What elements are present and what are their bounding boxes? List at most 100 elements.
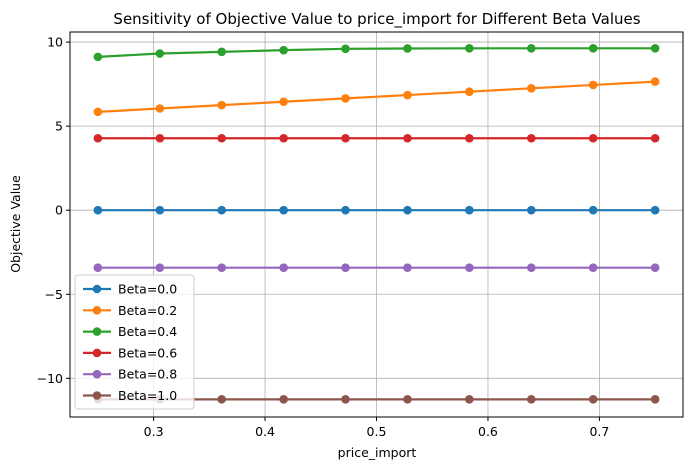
- data-point: [341, 395, 350, 404]
- chart-title: Sensitivity of Objective Value to price_…: [113, 10, 640, 29]
- x-tick-label: 0.5: [367, 424, 387, 439]
- y-tick-label: 0: [55, 203, 63, 218]
- legend-label: Beta=0.0: [118, 282, 177, 297]
- data-point: [650, 205, 660, 215]
- series-line: [97, 80, 656, 113]
- data-point: [217, 205, 226, 215]
- legend-item: Beta=1.0: [83, 388, 177, 403]
- y-tick-label: 5: [55, 119, 63, 134]
- legend-swatch-marker: [92, 369, 102, 379]
- data-point: [527, 205, 536, 215]
- data-point: [403, 205, 412, 215]
- data-point: [403, 44, 412, 53]
- data-point: [93, 52, 103, 62]
- data-point: [155, 205, 165, 215]
- data-point: [465, 395, 474, 404]
- series-beta-0-4: [93, 44, 660, 62]
- y-axis-ticks: −10 −5 0 5 10: [37, 35, 70, 386]
- x-tick-label: 0.6: [478, 424, 498, 439]
- legend: Beta=0.0 Beta=0.2 Beta=0.4 Beta=0.6 Beta=0.8…: [74, 274, 195, 410]
- x-tick-label: 0.7: [589, 424, 609, 439]
- data-point: [279, 97, 288, 107]
- data-point: [527, 263, 536, 273]
- data-point: [279, 45, 288, 55]
- data-point: [403, 90, 412, 100]
- x-axis-title: price_import: [338, 445, 417, 460]
- y-tick-label: 10: [47, 35, 63, 50]
- legend-item: Beta=0.8: [83, 367, 177, 382]
- legend-swatch-marker: [92, 284, 102, 294]
- series-line: [97, 47, 656, 58]
- legend-item: Beta=0.2: [83, 303, 177, 318]
- legend-label: Beta=0.8: [118, 367, 177, 382]
- data-point: [341, 263, 350, 273]
- data-point: [465, 44, 474, 53]
- data-point: [93, 263, 103, 273]
- data-point: [527, 44, 536, 53]
- series-beta-0-8: [93, 263, 660, 273]
- y-axis-title: Objective Value: [8, 175, 23, 273]
- series-beta-0-0: [93, 205, 660, 215]
- data-point: [465, 205, 474, 215]
- data-point: [527, 395, 536, 404]
- x-axis-ticks: 0.3 0.4 0.5 0.6 0.7: [144, 417, 609, 439]
- legend-swatch-marker: [92, 327, 102, 336]
- legend-swatch-marker: [92, 391, 102, 400]
- data-point: [465, 87, 474, 96]
- legend-label: Beta=0.6: [118, 345, 177, 360]
- data-point: [588, 80, 598, 90]
- data-point: [217, 47, 226, 57]
- data-point: [650, 395, 660, 404]
- data-point: [341, 94, 350, 103]
- legend-label: Beta=0.4: [118, 324, 177, 339]
- data-point: [217, 263, 226, 273]
- data-point: [403, 263, 412, 273]
- legend-box: [74, 274, 195, 410]
- data-point: [93, 133, 103, 143]
- series-layer: [93, 44, 660, 404]
- legend-swatch-marker: [92, 306, 102, 315]
- data-point: [155, 133, 165, 143]
- data-point: [279, 205, 288, 215]
- data-point: [279, 263, 288, 273]
- y-tick-label: −5: [45, 287, 63, 302]
- data-point: [341, 205, 350, 215]
- data-point: [465, 263, 474, 273]
- data-point: [93, 107, 103, 117]
- data-point: [93, 205, 103, 215]
- data-point: [650, 133, 660, 143]
- data-point: [155, 104, 165, 113]
- data-point: [588, 44, 598, 53]
- series-beta-0-2: [93, 77, 660, 117]
- legend-item: Beta=0.0: [83, 282, 177, 297]
- data-point: [588, 133, 598, 143]
- data-point: [650, 263, 660, 273]
- x-tick-label: 0.4: [255, 424, 275, 439]
- data-point: [527, 84, 536, 93]
- data-point: [155, 49, 165, 58]
- legend-item: Beta=0.6: [83, 345, 177, 360]
- data-point: [465, 133, 474, 143]
- x-tick-label: 0.3: [144, 424, 164, 439]
- data-point: [650, 44, 660, 53]
- data-point: [217, 395, 226, 404]
- series-beta-0-6: [93, 133, 660, 143]
- data-point: [217, 100, 226, 110]
- data-point: [588, 205, 598, 215]
- data-point: [588, 263, 598, 273]
- data-point: [341, 133, 350, 143]
- data-point: [279, 395, 288, 404]
- y-tick-label: −10: [37, 371, 63, 386]
- legend-label: Beta=0.2: [118, 303, 177, 318]
- legend-swatch-marker: [92, 348, 102, 358]
- data-point: [403, 133, 412, 143]
- data-point: [279, 133, 288, 143]
- legend-label: Beta=1.0: [118, 388, 177, 403]
- data-point: [403, 395, 412, 404]
- data-point: [155, 263, 165, 273]
- data-point: [588, 395, 598, 404]
- data-point: [341, 44, 350, 54]
- data-point: [650, 77, 660, 86]
- data-point: [527, 133, 536, 143]
